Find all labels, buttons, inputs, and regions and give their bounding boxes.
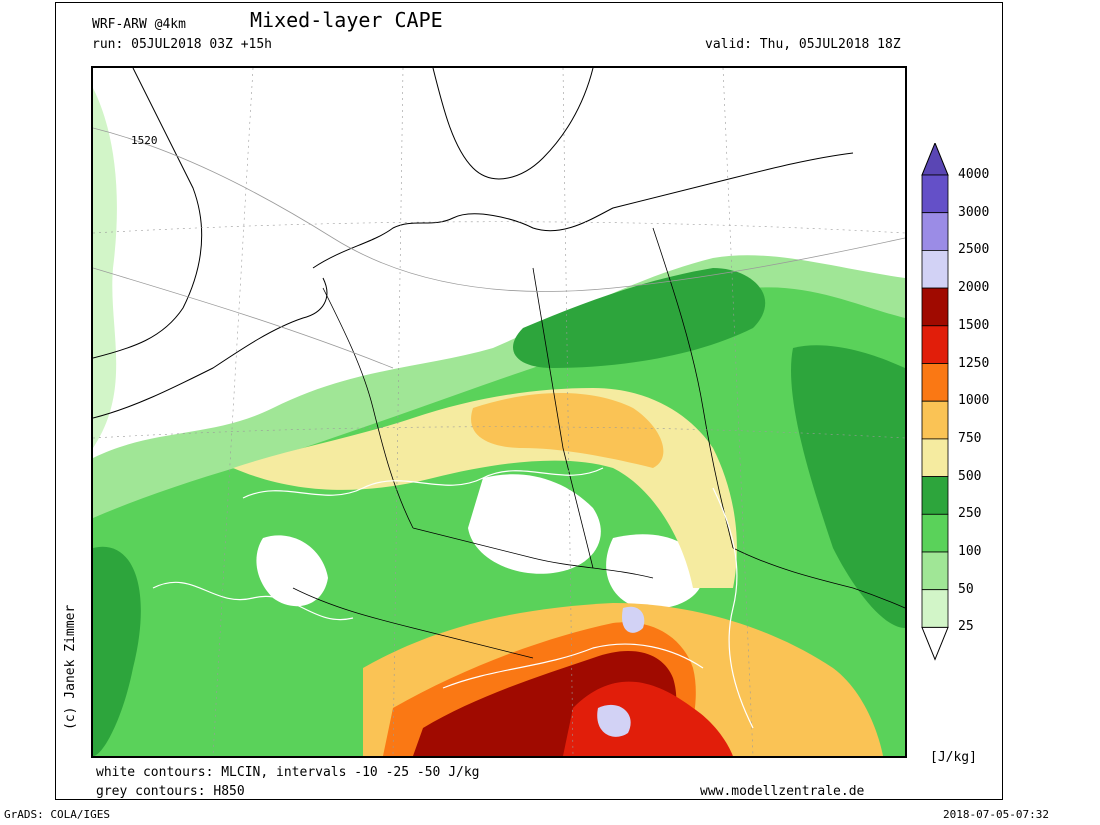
cape-clear-east — [606, 534, 704, 609]
colorbar-tick-250: 250 — [958, 506, 982, 522]
colorbar-segment-1500 — [921, 325, 949, 364]
border-6 — [732, 547, 905, 609]
plot-frame — [55, 2, 1003, 800]
colorbar-tick-100: 100 — [958, 544, 982, 559]
colorbar-segment-750 — [921, 438, 949, 477]
graticule-4 — [722, 68, 754, 756]
graticule-5 — [93, 221, 905, 234]
colorbar-segment-2000 — [921, 287, 949, 327]
coastline-north — [312, 152, 854, 269]
mlcin-legend: white contours: MLCIN, intervals -10 -25… — [96, 765, 480, 780]
cape-area-orange — [471, 393, 664, 468]
graticule-2 — [392, 68, 404, 756]
colorbar-tick-50: 50 — [958, 581, 974, 597]
coastline-france — [93, 277, 328, 419]
colorbar-bottom-arrow — [921, 626, 949, 661]
colorbar-tick-2000: 2000 — [958, 280, 990, 296]
cape-clear-west — [256, 535, 328, 607]
h850-contour-1 — [93, 127, 905, 292]
colorbar-tick-1500: 1500 — [958, 317, 990, 333]
software-credit: GrADS: COLA/IGES — [4, 808, 110, 821]
mlcin-contour-4 — [442, 643, 704, 689]
cape-area-darkgreen-e — [791, 345, 905, 628]
colorbar-tick-1000: 1000 — [958, 393, 990, 409]
colorbar-segment-50 — [921, 589, 949, 628]
colorbar — [921, 143, 949, 661]
colorbar-tick-4000: 4000 — [958, 167, 990, 182]
valid-label: valid: Thu, 05JUL2018 18Z — [705, 37, 901, 52]
colorbar-tick-2500: 2500 — [958, 242, 990, 258]
model-label: WRF-ARW @4km — [92, 17, 186, 32]
border-4 — [652, 227, 734, 549]
graticule-1 — [212, 68, 254, 756]
h850-contour-label: 1520 — [131, 134, 158, 147]
map-title: Mixed-layer CAPE — [250, 8, 443, 32]
source-url: www.modellzentrale.de — [700, 784, 865, 799]
h850-contour-2 — [93, 267, 394, 369]
colorbar-tick-750: 750 — [958, 430, 982, 446]
author-credit: (c) Janek Zimmer — [63, 604, 78, 730]
border-1 — [322, 287, 414, 529]
mlcin-contour-2 — [152, 581, 354, 621]
colorbar-segment-500 — [921, 476, 949, 515]
colorbar-tick-500: 500 — [958, 468, 982, 484]
colorbar-segment-3000 — [921, 212, 949, 251]
cape-area-west — [93, 88, 117, 448]
colorbar-segment-4000 — [921, 174, 949, 214]
cape-map: 1520 — [91, 66, 907, 758]
colorbar-unit: [J/kg] — [930, 750, 977, 765]
colorbar-segment-100 — [921, 551, 949, 591]
run-label: run: 05JUL2018 03Z +15h — [92, 37, 273, 52]
render-timestamp: 2018-07-05-07:32 — [943, 808, 1049, 821]
border-3 — [532, 267, 594, 569]
colorbar-tick-3000: 3000 — [958, 204, 990, 220]
mlcin-contour-1 — [242, 467, 604, 499]
cape-area-darkgreen — [93, 546, 141, 756]
colorbar-tick-1250: 1250 — [958, 355, 990, 371]
border-2 — [412, 527, 654, 579]
cape-area-lilac — [622, 606, 645, 633]
colorbar-tick-25: 25 — [958, 619, 974, 635]
coastline-scandinavia — [432, 68, 594, 180]
colorbar-segment-2500 — [921, 250, 949, 289]
colorbar-top-arrow — [921, 143, 949, 176]
coastline-britain — [93, 68, 203, 359]
h850-legend: grey contours: H850 — [96, 784, 245, 799]
cape-area-darkgreen-n — [513, 268, 766, 368]
cape-clear-center — [468, 474, 601, 574]
map-canvas: 1520 — [93, 68, 905, 756]
cape-area-lilac-2 — [597, 704, 631, 737]
colorbar-segment-250 — [921, 513, 949, 553]
cape-area-south-darkred-2 — [563, 681, 733, 756]
graticule-3 — [562, 68, 574, 756]
mlcin-contour-3 — [712, 487, 754, 729]
colorbar-segment-1000 — [921, 400, 949, 440]
border-5 — [292, 587, 534, 659]
colorbar-segment-1250 — [921, 363, 949, 402]
